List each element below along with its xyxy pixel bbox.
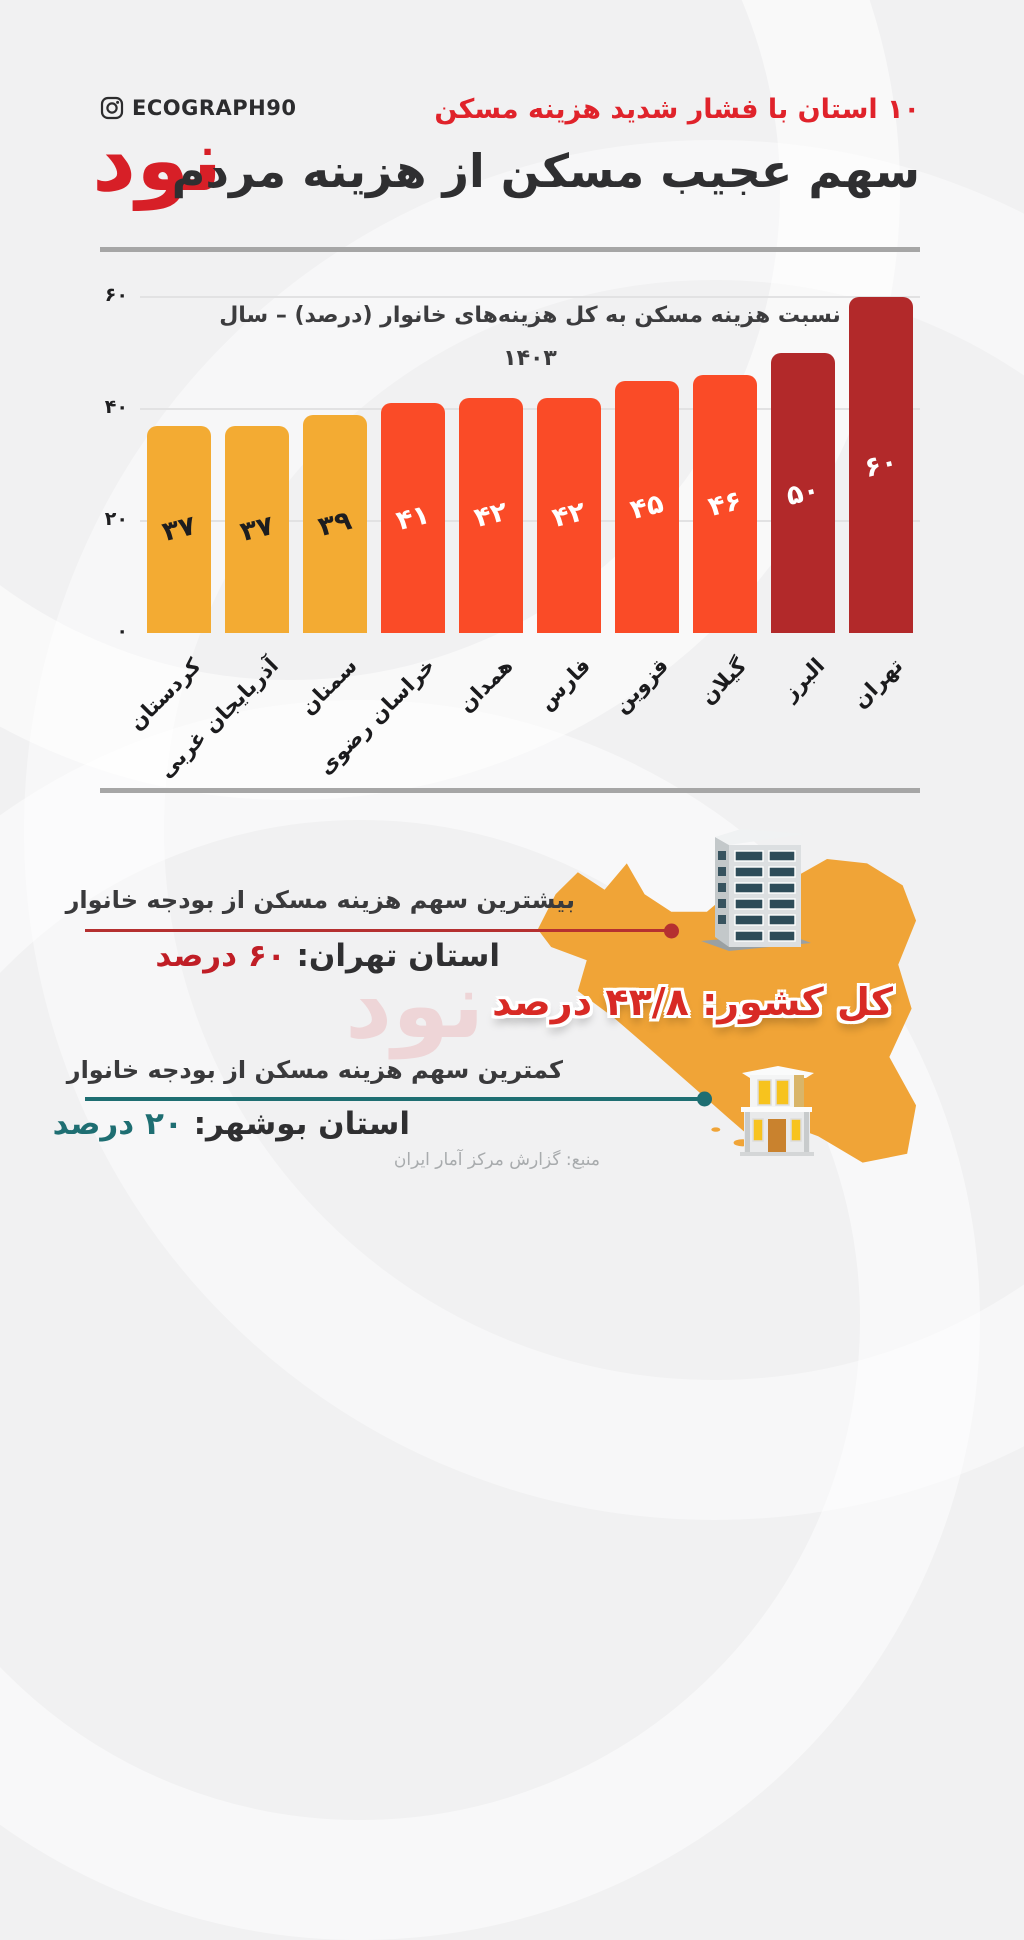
bar-value-label: ۴۲: [549, 496, 589, 535]
x-axis-label: گیلان: [695, 653, 752, 710]
y-axis-tick-label: ۶۰: [104, 284, 128, 306]
x-axis-label: تهران: [848, 653, 908, 713]
lowest-annotation-line: [85, 1091, 712, 1107]
bar-5: ۴۲: [537, 397, 601, 633]
instagram-handle: ECOGRAPH90: [100, 96, 296, 120]
divider-top: [100, 247, 920, 252]
bar-8: ۵۰: [771, 353, 835, 633]
lowest-province: استان بوشهر:: [193, 1106, 410, 1142]
house-icon: [740, 1066, 814, 1156]
highest-province: استان تهران:: [296, 938, 500, 974]
highest-annotation-line: [85, 923, 679, 938]
bar-1: ۳۷: [225, 425, 289, 633]
x-axis-label: قزوین: [609, 653, 674, 718]
bar-value-label: ۴۱: [393, 499, 433, 538]
bar-7: ۴۶: [693, 375, 757, 633]
divider-bottom: [100, 788, 920, 793]
bar-9: ۶۰: [849, 297, 913, 633]
bar-value-label: ۴۲: [471, 496, 511, 535]
x-axis-label: فارس: [534, 653, 596, 715]
bar-value-label: ۳۹: [315, 504, 355, 543]
gridline-60: [140, 296, 920, 298]
bar-value-label: ۶۰: [861, 445, 901, 485]
y-axis-tick-label: ۴۰: [104, 396, 128, 418]
instagram-handle-text: ECOGRAPH90: [132, 96, 297, 120]
bar-value-label: ۵۰: [783, 473, 823, 513]
lowest-percent: ۲۰ درصد: [52, 1106, 183, 1142]
x-axis-label: همدان: [453, 653, 518, 718]
country-average-callout: کل کشور: ۴۳/۸ درصد: [492, 980, 893, 1024]
bar-3: ۴۱: [381, 403, 445, 633]
chart-title: نسبت هزینه مسکن به کل هزینه‌های خانوار (…: [140, 299, 920, 375]
highest-percent: ۶۰ درصد: [155, 938, 286, 974]
source-text: منبع: گزارش مرکز آمار ایران: [393, 1150, 600, 1170]
chart-title-line2: ۱۴۰۳: [503, 346, 557, 371]
bar-2: ۳۹: [303, 414, 367, 633]
bar-4: ۴۲: [459, 397, 523, 633]
bar-value-label: ۴۵: [627, 487, 667, 527]
highest-note-value: استان تهران: ۶۰ درصد: [155, 938, 500, 974]
gridline-20: [140, 520, 920, 522]
header-kicker: ۱۰ استان با فشار شدید هزینه مسکن: [434, 94, 920, 125]
bar-0: ۳۷: [147, 425, 211, 633]
instagram-icon: [100, 96, 124, 120]
lowest-note-label: کمترین سهم هزینه مسکن از بودجه خانوار: [66, 1056, 563, 1084]
page-title: سهم عجیب مسکن از هزینه مردم: [171, 144, 920, 198]
lowest-marker-dot: [697, 1091, 712, 1107]
x-axis-label: کردستان: [124, 653, 206, 735]
lowest-note-value: استان بوشهر: ۲۰ درصد: [53, 1106, 410, 1142]
bar-value-label: ۴۶: [705, 485, 745, 524]
y-axis-tick-label: ۰: [116, 620, 128, 642]
bar-value-label: ۳۷: [237, 510, 277, 549]
x-axis-label: البرز: [777, 653, 830, 706]
gridline-40: [140, 408, 920, 410]
x-axis-label: سمنان: [295, 653, 362, 720]
bar-value-label: ۳۷: [159, 510, 199, 549]
building-icon: [701, 829, 811, 951]
highest-marker-dot: [664, 923, 679, 938]
y-axis-tick-label: ۲۰: [104, 508, 128, 530]
bar-chart: نسبت هزینه مسکن به کل هزینه‌های خانوار (…: [104, 284, 920, 783]
bar-6: ۴۵: [615, 381, 679, 633]
brand-logo: نود: [92, 111, 223, 211]
highest-note-label: بیشترین سهم هزینه مسکن از بودجه خانوار: [65, 886, 575, 914]
chart-title-line1: نسبت هزینه مسکن به کل هزینه‌های خانوار (…: [219, 303, 841, 328]
iran-map-shape: [537, 859, 917, 1163]
watermark-logo: نود: [345, 952, 485, 1059]
